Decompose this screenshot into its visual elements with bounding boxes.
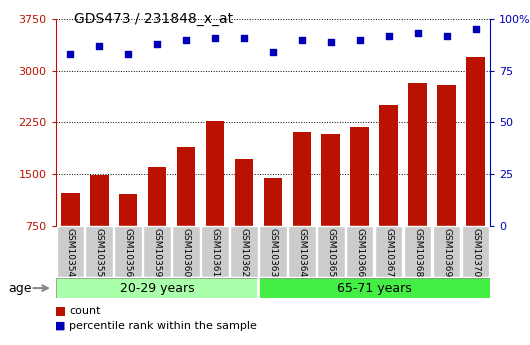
FancyBboxPatch shape — [201, 227, 228, 277]
Point — [413, 31, 422, 36]
Bar — [322, 134, 340, 226]
FancyBboxPatch shape — [144, 227, 171, 277]
Text: GSM10359: GSM10359 — [153, 228, 162, 277]
Text: GSM10370: GSM10370 — [471, 228, 480, 277]
Bar — [293, 132, 311, 226]
Text: GSM10355: GSM10355 — [95, 228, 103, 277]
Text: GSM10362: GSM10362 — [240, 228, 249, 277]
Bar — [409, 83, 427, 226]
FancyBboxPatch shape — [433, 227, 461, 277]
Bar — [61, 193, 80, 226]
Text: GDS473 / 231848_x_at: GDS473 / 231848_x_at — [74, 12, 233, 26]
Bar — [176, 147, 196, 226]
Point — [298, 37, 306, 42]
Text: GSM10368: GSM10368 — [413, 228, 422, 277]
Text: percentile rank within the sample: percentile rank within the sample — [69, 321, 257, 331]
Bar — [350, 127, 369, 226]
Point — [211, 35, 219, 40]
Point — [269, 49, 277, 55]
FancyBboxPatch shape — [114, 227, 142, 277]
Text: count: count — [69, 306, 100, 316]
Text: GSM10361: GSM10361 — [210, 228, 219, 277]
Bar — [259, 278, 490, 298]
FancyBboxPatch shape — [231, 227, 258, 277]
Bar — [119, 194, 137, 226]
Text: age: age — [8, 282, 31, 295]
Text: GSM10354: GSM10354 — [66, 228, 75, 277]
Point — [385, 33, 393, 38]
FancyBboxPatch shape — [317, 227, 344, 277]
Text: GSM10365: GSM10365 — [326, 228, 335, 277]
FancyBboxPatch shape — [85, 227, 113, 277]
Point — [240, 35, 248, 40]
FancyBboxPatch shape — [288, 227, 315, 277]
Point — [124, 51, 132, 57]
Bar — [206, 121, 224, 226]
Text: GSM10369: GSM10369 — [443, 228, 451, 277]
Text: 20-29 years: 20-29 years — [120, 282, 195, 295]
Point — [443, 33, 451, 38]
Bar — [437, 85, 456, 226]
FancyBboxPatch shape — [259, 227, 287, 277]
Text: 65-71 years: 65-71 years — [337, 282, 412, 295]
Text: GSM10360: GSM10360 — [182, 228, 190, 277]
Text: GSM10366: GSM10366 — [356, 228, 364, 277]
Point — [95, 43, 103, 49]
FancyBboxPatch shape — [375, 227, 402, 277]
FancyBboxPatch shape — [57, 227, 84, 277]
FancyBboxPatch shape — [346, 227, 374, 277]
Text: GSM10356: GSM10356 — [123, 228, 132, 277]
Text: GSM10364: GSM10364 — [297, 228, 306, 277]
FancyBboxPatch shape — [404, 227, 431, 277]
Bar — [466, 57, 485, 226]
Point — [66, 51, 74, 57]
Text: GSM10367: GSM10367 — [384, 228, 393, 277]
Point — [182, 37, 190, 42]
Bar — [379, 105, 398, 226]
Point — [356, 37, 364, 42]
FancyBboxPatch shape — [172, 227, 200, 277]
Point — [472, 27, 480, 32]
Bar — [56, 278, 259, 298]
Bar — [263, 178, 282, 226]
Point — [153, 41, 161, 47]
FancyBboxPatch shape — [462, 227, 489, 277]
Text: ■: ■ — [55, 321, 66, 331]
Bar — [235, 159, 253, 226]
Text: GSM10363: GSM10363 — [269, 228, 277, 277]
Point — [326, 39, 335, 45]
Bar — [90, 175, 109, 226]
Bar — [148, 167, 166, 226]
